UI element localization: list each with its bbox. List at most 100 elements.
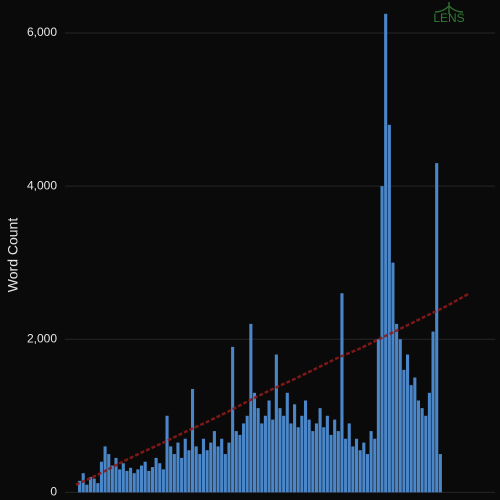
bar	[198, 454, 202, 493]
bar	[307, 419, 311, 493]
bar	[129, 467, 133, 493]
bar	[278, 408, 282, 493]
bar	[180, 457, 184, 493]
bar	[362, 442, 366, 493]
bar	[172, 454, 176, 493]
bar	[289, 423, 293, 493]
bar	[351, 446, 355, 493]
y-tick-label: 2,000	[27, 331, 57, 345]
bar	[88, 477, 93, 493]
bar	[187, 450, 191, 493]
bar	[427, 392, 431, 493]
bar	[110, 465, 114, 493]
bar	[147, 470, 151, 493]
bar	[300, 415, 304, 493]
y-tick-label: 4,000	[27, 178, 57, 192]
bar	[365, 454, 370, 493]
bar	[125, 470, 129, 493]
bar	[303, 400, 308, 493]
bar	[318, 408, 322, 493]
bar	[296, 427, 300, 493]
bar	[209, 442, 213, 493]
bar	[176, 442, 180, 493]
bar	[231, 346, 235, 493]
bar	[336, 431, 340, 493]
bar	[216, 446, 220, 493]
bar	[395, 323, 399, 493]
bar	[165, 415, 169, 493]
bar	[344, 438, 348, 493]
bar	[420, 408, 424, 493]
bar	[132, 473, 136, 493]
y-tick-label: 6,000	[27, 25, 57, 39]
bar	[282, 415, 286, 493]
bar	[136, 469, 140, 493]
bar	[78, 480, 82, 493]
trend-line	[75, 292, 471, 486]
bar	[384, 13, 388, 493]
y-axis-label: Word Count	[5, 218, 21, 293]
bar	[154, 457, 158, 493]
bar	[85, 484, 89, 493]
bar	[183, 438, 187, 493]
bar	[92, 478, 96, 493]
bar	[249, 323, 253, 493]
bar	[347, 423, 351, 493]
bar	[103, 446, 107, 493]
bar	[205, 450, 209, 493]
bar	[387, 124, 391, 493]
bar	[438, 454, 442, 493]
bar	[150, 467, 155, 493]
bar	[245, 415, 249, 493]
bar	[143, 461, 147, 493]
bar	[158, 463, 162, 493]
bar	[220, 438, 224, 493]
bar	[238, 434, 242, 493]
bar	[322, 427, 326, 493]
bar	[402, 369, 406, 493]
bar	[201, 438, 206, 493]
bar	[223, 454, 227, 493]
bar	[256, 408, 260, 493]
bar	[252, 392, 257, 493]
bar	[333, 419, 337, 493]
bar	[354, 438, 359, 493]
bar	[391, 262, 395, 493]
bar	[242, 423, 246, 493]
bar	[81, 473, 85, 493]
bar	[285, 392, 289, 493]
bar	[380, 186, 384, 493]
bar	[314, 423, 318, 493]
bar	[398, 339, 402, 493]
bar	[190, 388, 195, 493]
bar	[234, 431, 238, 493]
bar	[373, 438, 377, 493]
bar	[369, 431, 373, 493]
bar	[424, 415, 428, 493]
bar	[99, 461, 103, 493]
bar	[358, 450, 362, 493]
bar	[118, 469, 122, 493]
bar	[409, 385, 413, 493]
bar	[311, 431, 315, 493]
bar	[416, 400, 421, 493]
bar	[271, 419, 275, 493]
bar	[267, 400, 271, 493]
bar	[260, 423, 264, 493]
bar	[212, 431, 216, 493]
bar	[435, 163, 439, 493]
bar	[139, 465, 144, 493]
bar	[405, 354, 410, 493]
bar	[263, 415, 267, 493]
bar	[121, 463, 125, 493]
logo-text: LENS	[433, 11, 464, 25]
bar	[431, 331, 435, 493]
bar	[376, 339, 380, 493]
bar	[325, 415, 329, 493]
bar	[340, 293, 344, 493]
logo: LENS	[433, 2, 465, 25]
logo-icon	[434, 2, 464, 14]
bar	[96, 483, 100, 493]
bar	[227, 442, 231, 493]
